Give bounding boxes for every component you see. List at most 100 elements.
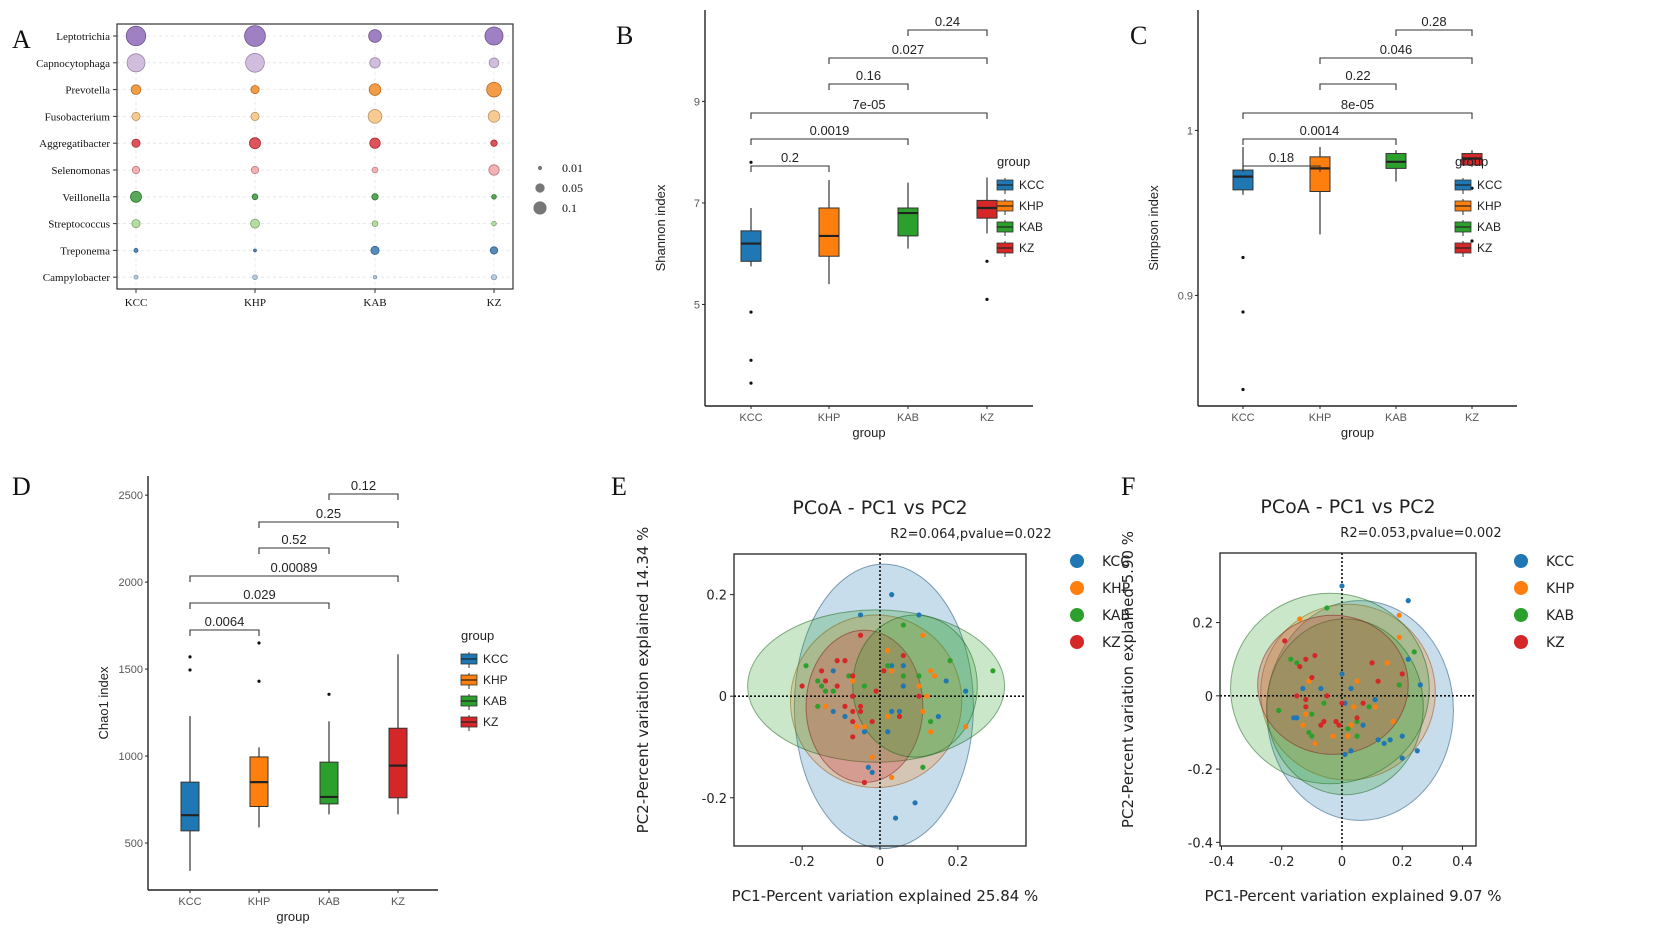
data-point-kz: [857, 708, 864, 715]
outlier-point: [985, 259, 989, 263]
box-khp: [1309, 156, 1331, 193]
data-point-kz: [1297, 663, 1303, 670]
significance-bracket: [1319, 57, 1473, 64]
bubble: [370, 245, 380, 255]
data-point-kz: [1336, 722, 1342, 728]
data-point-kz: [1312, 652, 1318, 659]
significance-bracket: [1242, 112, 1473, 119]
legend-label: KHP: [1019, 199, 1044, 213]
outlier-point: [188, 668, 192, 672]
panel-letter-a: A: [12, 25, 31, 54]
p-value-label: 0.12: [351, 478, 376, 493]
x-axis-title: PC1-Percent variation explained 25.84 %: [732, 887, 1039, 905]
data-point-kz: [1360, 700, 1366, 706]
data-point-kcc: [889, 708, 895, 715]
bubble: [487, 110, 501, 123]
data-point-kcc: [1399, 755, 1405, 761]
data-point-kab: [861, 683, 868, 689]
x-tick-label: KZ: [391, 896, 405, 908]
legend-title: group: [997, 154, 1030, 169]
outlier-point: [1241, 310, 1245, 314]
panel-a-bubble-chart: Leptotrichia Capnocytophaga Prevotella Fuso…: [36, 23, 583, 309]
significance-bracket: [1395, 29, 1473, 36]
data-point-kz: [861, 779, 868, 786]
p-value-label: 0.0019: [810, 123, 850, 138]
significance-bracket: [258, 547, 330, 554]
significance-bracket: [828, 83, 909, 90]
data-point-kab: [815, 678, 821, 684]
data-point-kab: [1396, 682, 1402, 688]
data-point-kz: [857, 703, 864, 709]
data-point-kz: [1369, 660, 1375, 666]
x-tick-label: KAB: [318, 896, 340, 908]
data-point-kcc: [861, 729, 868, 735]
data-point-kz: [1333, 718, 1339, 725]
plot-frame: [116, 23, 514, 290]
y-tick-label: Selenomonas: [51, 165, 110, 177]
y-tick-label: -0.2: [1188, 763, 1213, 778]
data-point-kab: [1309, 711, 1315, 717]
y-tick-label: Prevotella: [65, 85, 110, 97]
data-point-kz: [850, 734, 856, 740]
y-tick-label: -0.2: [702, 792, 727, 807]
data-point-kz: [850, 673, 856, 679]
y-axis-title: PC2-Percent variation explained 14.34 %: [634, 527, 652, 834]
bubble: [371, 220, 379, 227]
x-tick-label: KHP: [248, 896, 271, 908]
x-tick-label: KAB: [897, 412, 919, 424]
p-value-label: 0.28: [1421, 14, 1446, 29]
data-point-kz: [842, 703, 848, 709]
data-point-khp: [854, 724, 860, 730]
outlier-point: [985, 297, 989, 301]
legend-title: group: [1455, 154, 1488, 169]
x-tick-label: KHP: [244, 297, 266, 309]
data-point-kab: [900, 673, 906, 679]
bubble: [486, 81, 502, 98]
data-point-kab: [1345, 726, 1351, 732]
x-axis-title: group: [852, 425, 885, 440]
x-tick-label: 0: [876, 855, 884, 870]
legend-label: KCC: [483, 652, 509, 666]
p-value-label: 0.00089: [271, 560, 318, 575]
y-tick-label: 2000: [119, 577, 143, 589]
significance-bracket: [189, 602, 330, 609]
legend-dot-kab: [1070, 608, 1084, 622]
data-point-kz: [916, 693, 922, 699]
p-value-label: 0.22: [1345, 68, 1370, 83]
y-tick-label: Campylobacter: [43, 272, 111, 284]
box-kab: [319, 761, 339, 805]
y-tick-label: 7: [694, 198, 700, 210]
bubble: [367, 109, 383, 124]
legend-label: KHP: [1102, 581, 1130, 597]
data-point-kab: [916, 673, 922, 679]
data-point-kz: [822, 678, 829, 684]
outlier-point: [1470, 239, 1474, 243]
x-axis-title: group: [1341, 425, 1374, 440]
data-point-kz: [1375, 678, 1381, 684]
data-point-kab: [822, 688, 829, 694]
outlier-point: [188, 655, 192, 659]
data-point-kz: [1318, 722, 1324, 728]
data-point-khp: [924, 693, 930, 699]
y-tick-label: 9: [694, 96, 700, 108]
y-tick-label: 1: [1187, 125, 1193, 137]
box-kz: [976, 199, 998, 219]
data-point-kcc: [1318, 685, 1324, 692]
p-value-label: 7e-05: [852, 97, 885, 112]
data-point-khp: [916, 683, 922, 689]
y-tick-label: 5: [694, 299, 700, 311]
data-point-kz: [1303, 704, 1309, 710]
y-tick-label: Leptotrichia: [56, 31, 110, 43]
legend-label: KZ: [1019, 241, 1034, 255]
chart-title: PCoA - PC1 vs PC2: [792, 497, 967, 519]
legend-label: KAB: [1546, 608, 1574, 624]
legend-dot-kcc: [1514, 554, 1528, 568]
data-point-kz: [834, 658, 840, 664]
x-tick-label: KCC: [178, 896, 201, 908]
data-point-kz: [850, 693, 856, 699]
data-point-kab: [830, 688, 836, 694]
significance-bracket: [1319, 83, 1397, 90]
outlier-point: [749, 160, 753, 164]
data-point-kcc: [916, 612, 922, 618]
x-tick-label: -0.4: [1209, 855, 1234, 870]
